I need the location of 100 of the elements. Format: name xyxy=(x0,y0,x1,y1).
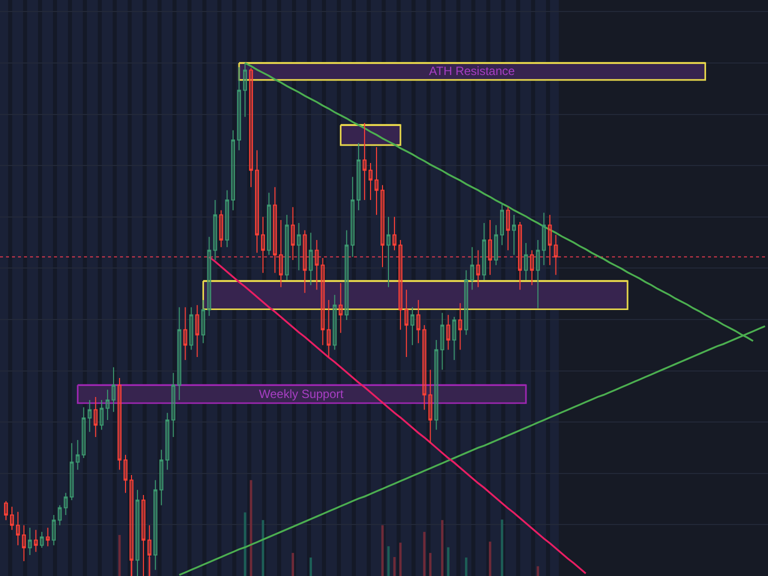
candlestick xyxy=(356,142,361,211)
candlestick xyxy=(374,146,378,216)
candlestick xyxy=(189,306,194,350)
candlestick xyxy=(255,150,259,254)
candlestick xyxy=(237,66,242,151)
candlestick xyxy=(320,257,325,346)
bar xyxy=(464,558,468,576)
candlestick xyxy=(362,122,367,200)
candlestick xyxy=(141,494,146,576)
candlestick xyxy=(58,504,62,526)
candlestick xyxy=(350,176,355,258)
candlestick xyxy=(16,511,20,546)
candlestick xyxy=(302,230,307,294)
bar xyxy=(447,547,450,576)
candlestick xyxy=(308,232,313,286)
candlestick xyxy=(416,300,420,344)
candlestick xyxy=(506,206,510,251)
candlestick xyxy=(22,524,26,562)
bar xyxy=(423,532,426,576)
candlestick xyxy=(124,454,128,494)
bar xyxy=(310,558,312,576)
series-label: Weekly Support xyxy=(259,387,344,401)
candlestick xyxy=(548,214,552,266)
candlestick xyxy=(332,294,337,350)
candlestick xyxy=(380,184,384,268)
candlestick xyxy=(518,222,522,290)
candlestick xyxy=(46,527,50,547)
candlestick xyxy=(488,219,492,276)
candlestick xyxy=(458,302,462,350)
candlestick xyxy=(249,68,253,188)
candlestick xyxy=(88,400,92,432)
candlestick xyxy=(386,216,390,288)
candlestick xyxy=(536,239,540,309)
candlestick xyxy=(225,190,230,248)
candlestick xyxy=(428,369,432,444)
candlestick xyxy=(261,216,265,274)
candlestick xyxy=(278,219,283,288)
candlestick xyxy=(266,192,271,256)
candlestick xyxy=(392,216,396,251)
candlestick xyxy=(410,306,414,346)
candlestick xyxy=(213,199,218,260)
candlestick xyxy=(207,236,212,316)
candlestick xyxy=(40,531,44,548)
candlestick xyxy=(219,210,224,248)
candlestick xyxy=(296,222,301,271)
candlestick xyxy=(476,250,480,288)
candlestick xyxy=(94,396,98,438)
bar xyxy=(148,557,151,576)
candlestick xyxy=(165,412,170,470)
candlestick xyxy=(147,524,152,576)
bar xyxy=(292,552,294,576)
candlestick xyxy=(422,324,426,410)
candlestick xyxy=(153,480,158,570)
candlestick xyxy=(398,239,402,330)
candlestick xyxy=(100,400,104,430)
candlestick xyxy=(512,214,516,256)
candlestick xyxy=(344,230,349,321)
candlestick xyxy=(290,206,295,260)
candlestick xyxy=(201,300,206,344)
candlestick xyxy=(500,202,504,246)
bar xyxy=(488,542,492,576)
candlestick xyxy=(136,489,140,576)
candlestick xyxy=(10,506,14,530)
candlestick xyxy=(446,314,450,350)
series-label: ATH Resistance xyxy=(429,64,516,78)
candlestick xyxy=(452,316,456,361)
bar xyxy=(399,542,402,576)
candlestick xyxy=(272,186,277,274)
candlestick xyxy=(338,282,343,334)
candlestick xyxy=(326,300,331,358)
candlestick xyxy=(34,529,38,552)
bar xyxy=(536,566,540,576)
candlestick xyxy=(70,442,74,501)
candlestick xyxy=(542,212,546,266)
candlestick xyxy=(284,214,289,280)
candlestick xyxy=(368,162,373,200)
candlestick xyxy=(195,304,200,358)
candlestick xyxy=(482,222,486,280)
candlestick xyxy=(231,130,236,211)
candlestick xyxy=(106,389,110,421)
candlestick xyxy=(440,312,444,370)
candlestick xyxy=(404,289,408,358)
candlestick xyxy=(554,234,558,276)
candlestick xyxy=(177,306,182,401)
candlestick xyxy=(464,270,468,336)
candlestick xyxy=(64,492,68,516)
candlestick xyxy=(243,62,248,118)
candlestick xyxy=(118,377,122,470)
bar xyxy=(441,520,444,576)
candlestick xyxy=(28,527,32,556)
candlestick xyxy=(524,242,528,280)
candlestick xyxy=(530,250,534,286)
candlestick xyxy=(494,224,498,266)
candlestick xyxy=(76,440,80,470)
candlestick xyxy=(434,340,438,430)
candlestick xyxy=(159,449,164,506)
candlestick xyxy=(4,500,8,521)
candlestick xyxy=(112,366,116,412)
candlestick xyxy=(171,372,176,438)
candlestick xyxy=(82,406,86,459)
